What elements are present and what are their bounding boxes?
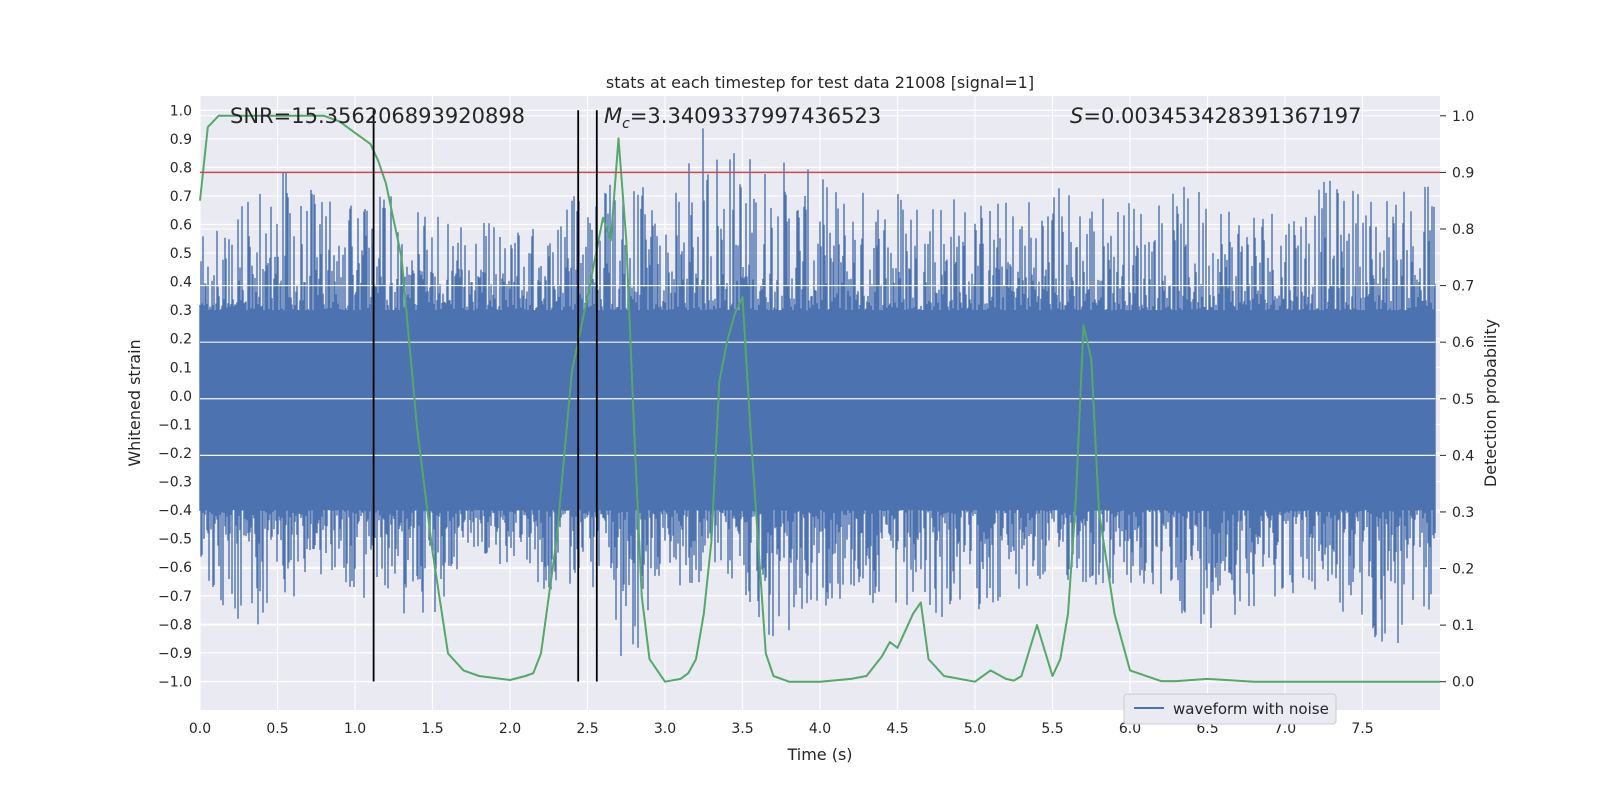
waveform-core [200,310,1436,511]
x-tick-label: 2.5 [576,721,598,737]
x-tick-label: 2.0 [499,721,521,737]
y-tick-label-left: 0.9 [170,132,192,148]
x-tick-label: 7.0 [1274,721,1296,737]
y-tick-label-right: 0.3 [1452,505,1474,521]
legend-label-waveform: waveform with noise [1173,700,1329,718]
x-tick-label: 6.0 [1119,721,1141,737]
y-tick-label-left: −0.7 [158,589,192,605]
chirp-mass-subscript: c [622,116,630,132]
y-tick-label-right: 0.7 [1452,279,1474,295]
y-tick-label-left: −0.8 [158,617,192,633]
y-tick-label-right: 0.1 [1452,618,1474,634]
y-axis-label-right: Detection probability [1481,319,1500,487]
y-tick-label-right: 0.5 [1452,392,1474,408]
x-axis-label: Time (s) [786,745,852,764]
y-axis-label-left: Whitened strain [125,339,144,466]
probability-series [199,114,1440,683]
y-tick-label-left: 0.4 [170,275,192,291]
s-symbol: S [1070,104,1083,128]
y-tick-label-left: 0.1 [170,360,192,376]
legend-box [1123,693,1337,725]
x-tick-label: 3.0 [654,721,676,737]
x-tick-label: 6.5 [1196,721,1218,737]
y-tick-label-right: 0.2 [1452,562,1474,578]
x-tick-label: 7.5 [1351,721,1373,737]
axis-ticks: 0.0 0.5 1.0 1.5 2.0 2.5 3.0 3.5 4.0 4.5 5.0 5.5 6.0 6… [158,103,1474,737]
snr-annotation: SNR=15.356206893920898 [230,104,525,128]
s-annotation: S=0.003453428391367197 [1070,104,1361,128]
y-tick-label-left: −0.5 [158,532,192,548]
y-tick-label-right: 1.0 [1452,109,1474,125]
y-tick-label-left: 0.0 [170,389,192,405]
y-tick-label-left: −0.2 [158,446,192,462]
y-tick-label-right: 0.8 [1452,222,1474,238]
threshold-and-markers [200,110,1440,682]
y-tick-label-right: 0.9 [1452,165,1474,181]
x-tick-label: 3.5 [731,721,753,737]
x-tick-label: 4.5 [886,721,908,737]
x-tick-label: 1.0 [344,721,366,737]
y-tick-label-left: −0.4 [158,503,192,519]
y-tick-label-left: 0.6 [170,218,192,234]
chirp-mass-symbol: M [604,104,622,128]
y-tick-label-right: 0.6 [1452,335,1474,351]
legend: waveform with noise [1123,693,1337,725]
y-tick-label-right: 0.4 [1452,448,1474,464]
x-tick-label: 4.0 [809,721,831,737]
x-tick-label: 1.5 [421,721,443,737]
x-tick-label: 0.5 [266,721,288,737]
chirp-mass-annotation: Mc=3.3409337997436523 [604,104,881,132]
s-value: =0.003453428391367197 [1083,104,1361,128]
y-tick-label-left: −0.6 [158,560,192,576]
x-tick-label: 5.0 [964,721,986,737]
x-tick-label: 5.5 [1041,721,1063,737]
y-tick-label-left: −0.3 [158,475,192,491]
y-tick-label-left: −1.0 [158,674,192,690]
y-tick-label-left: 1.0 [170,103,192,119]
y-tick-label-left: 0.8 [170,160,192,176]
x-tick-label: 0.0 [189,721,211,737]
y-tick-label-right: 0.0 [1452,675,1474,691]
chart-title: stats at each timestep for test data 210… [606,73,1034,92]
y-tick-label-left: −0.9 [158,646,192,662]
detection-probability-line [199,114,1440,683]
waveform-series [199,128,1436,656]
chirp-mass-value: =3.3409337997436523 [630,104,881,128]
y-tick-label-left: 0.7 [170,189,192,205]
y-tick-label-left: 0.2 [170,332,192,348]
y-tick-label-left: −0.1 [158,417,192,433]
y-tick-label-left: 0.3 [170,303,192,319]
y-tick-label-left: 0.5 [170,246,192,262]
